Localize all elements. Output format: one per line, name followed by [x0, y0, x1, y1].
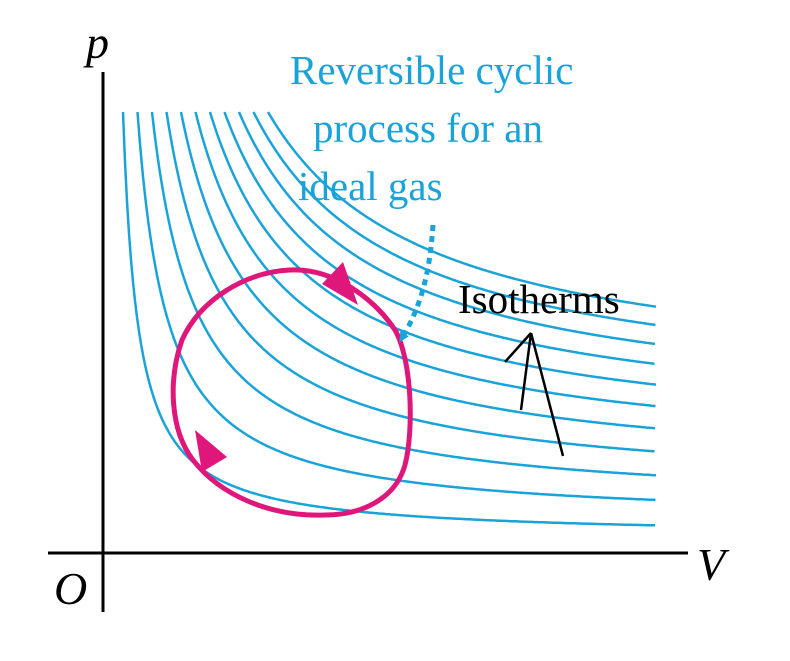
axes: [48, 72, 688, 612]
isotherms-label: Isotherms: [458, 276, 620, 322]
isotherm-curve: [179, 111, 656, 430]
cycle-pointer-arrow: [399, 224, 436, 343]
cycle-loop: [170, 262, 413, 518]
cycle-arrowhead-bottom: [195, 430, 227, 472]
isotherm-curve: [150, 111, 657, 477]
cycle-path: [170, 267, 413, 518]
isotherm-annotation: Isotherms: [458, 276, 620, 457]
cycle-label-line-1: Reversible cyclic: [290, 47, 573, 93]
x-axis-label: V: [697, 539, 730, 590]
isotherm-pointer-right: [529, 332, 565, 457]
isotherm-curve: [252, 111, 656, 327]
isotherm-curve: [266, 111, 657, 308]
origin-label: O: [54, 563, 87, 614]
cycle-label-line-2: process for an: [313, 105, 543, 151]
isotherm-curve: [237, 111, 656, 346]
isotherm-pointer-left: [504, 332, 532, 363]
cycle-arrowhead-top: [322, 262, 358, 305]
isotherm-curves: [121, 111, 657, 527]
isotherm-pointer-middle: [519, 332, 533, 411]
isotherm-curve: [194, 111, 656, 408]
y-axis-label: p: [83, 17, 109, 68]
cycle-label-line-3: ideal gas: [298, 163, 443, 209]
cycle-annotation: Reversible cyclic process for an ideal g…: [290, 47, 573, 343]
isotherm-curve: [121, 111, 655, 527]
isotherm-curve: [223, 111, 655, 366]
isotherm-curve: [208, 111, 657, 386]
